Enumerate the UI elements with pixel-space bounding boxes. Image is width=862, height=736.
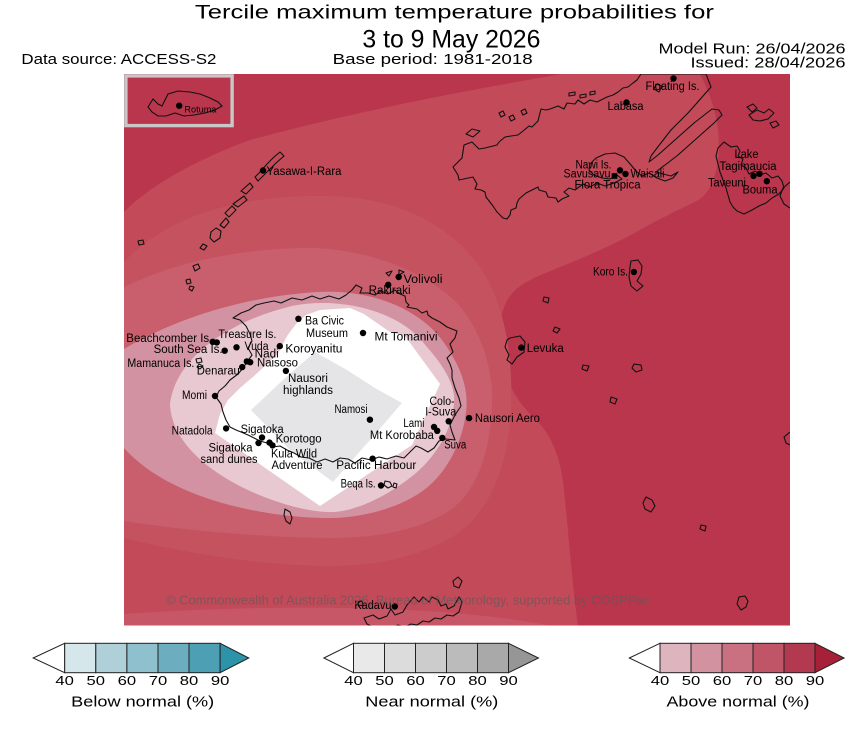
svg-text:Data source: ACCESS-S2: Data source: ACCESS-S2: [21, 51, 216, 68]
svg-text:60: 60: [406, 673, 425, 688]
svg-text:Tercile maximum temperature pr: Tercile maximum temperature probabilitie…: [195, 2, 715, 24]
svg-text:© Commonwealth of Australia 20: © Commonwealth of Australia 2026, Bureau…: [166, 594, 650, 608]
svg-text:60: 60: [713, 673, 732, 688]
svg-text:90: 90: [211, 673, 230, 688]
svg-text:Naisoso: Naisoso: [257, 358, 298, 370]
svg-text:Koroyanitu: Koroyanitu: [285, 343, 342, 355]
svg-text:Taveuni: Taveuni: [708, 178, 746, 190]
svg-text:3 to 9 May 2026: 3 to 9 May 2026: [362, 25, 540, 53]
svg-text:South Sea Is.: South Sea Is.: [154, 344, 223, 356]
svg-text:Rakiraki: Rakiraki: [369, 285, 411, 297]
svg-text:Kadavu: Kadavu: [354, 600, 391, 612]
svg-text:Treasure Is.: Treasure Is.: [218, 329, 276, 341]
svg-text:Beachcomber Is.: Beachcomber Is.: [126, 333, 212, 345]
svg-text:80: 80: [775, 673, 794, 688]
svg-text:Lami: Lami: [403, 418, 424, 430]
svg-text:sand dunes: sand dunes: [201, 454, 258, 466]
svg-text:80: 80: [468, 673, 487, 688]
svg-text:90: 90: [499, 673, 518, 688]
svg-text:Momi: Momi: [182, 390, 207, 402]
svg-text:Nadi: Nadi: [255, 349, 279, 361]
svg-text:Waisali: Waisali: [631, 169, 665, 181]
svg-text:Nawi Is.: Nawi Is.: [576, 160, 612, 172]
svg-text:Base period: 1981-2018: Base period: 1981-2018: [333, 51, 533, 68]
svg-text:Lake: Lake: [735, 149, 759, 161]
svg-text:Near normal (%): Near normal (%): [365, 695, 498, 711]
svg-text:50: 50: [87, 673, 106, 688]
svg-text:Namosi: Namosi: [335, 404, 368, 416]
svg-text:40: 40: [651, 673, 670, 688]
svg-text:Denarau: Denarau: [197, 366, 240, 378]
svg-text:Colo-: Colo-: [430, 396, 455, 408]
svg-text:Kula Wild: Kula Wild: [271, 449, 317, 461]
svg-text:Rotuma: Rotuma: [184, 104, 217, 115]
svg-text:Pacific Harbour: Pacific Harbour: [336, 460, 416, 472]
svg-text:Natadola: Natadola: [172, 426, 214, 438]
svg-text:Levuka: Levuka: [527, 343, 565, 355]
svg-text:Mt Korobaba: Mt Korobaba: [370, 430, 435, 442]
svg-text:Sigatoka: Sigatoka: [209, 443, 254, 455]
svg-text:90: 90: [806, 673, 825, 688]
svg-text:Ba Civic: Ba Civic: [305, 316, 344, 328]
svg-text:70: 70: [744, 673, 763, 688]
svg-text:40: 40: [55, 673, 74, 688]
svg-text:Tagimaucia: Tagimaucia: [720, 161, 778, 173]
svg-text:Bouma: Bouma: [743, 185, 779, 197]
svg-text:Below normal (%): Below normal (%): [71, 695, 214, 711]
svg-text:Museum: Museum: [306, 328, 348, 340]
svg-text:Koro Is.: Koro Is.: [593, 267, 628, 279]
svg-text:highlands: highlands: [283, 385, 333, 397]
svg-text:50: 50: [682, 673, 701, 688]
svg-text:Nausori: Nausori: [288, 373, 328, 385]
svg-text:Labasa: Labasa: [608, 101, 645, 113]
svg-text:Model Run: 26/04/2026: Model Run: 26/04/2026: [659, 41, 846, 58]
svg-text:Volivoli: Volivoli: [404, 274, 443, 286]
svg-text:Floating Is.: Floating Is.: [646, 81, 700, 93]
svg-text:40: 40: [344, 673, 363, 688]
svg-text:Mamanuca Is.: Mamanuca Is.: [127, 358, 194, 370]
svg-text:Korotogo: Korotogo: [276, 434, 322, 446]
svg-text:Above normal (%): Above normal (%): [667, 695, 810, 711]
svg-text:Mt Tomanivi: Mt Tomanivi: [375, 332, 438, 344]
svg-text:60: 60: [118, 673, 137, 688]
svg-text:70: 70: [437, 673, 456, 688]
svg-text:50: 50: [375, 673, 394, 688]
svg-text:Beqa Is.: Beqa Is.: [341, 479, 376, 491]
svg-text:80: 80: [180, 673, 199, 688]
svg-text:Suva: Suva: [444, 440, 467, 452]
svg-text:70: 70: [149, 673, 168, 688]
svg-text:Yasawa-I-Rara: Yasawa-I-Rara: [267, 166, 343, 178]
svg-text:I-Suva: I-Suva: [425, 407, 457, 419]
svg-text:Issued: 28/04/2026: Issued: 28/04/2026: [691, 55, 846, 72]
svg-text:Vuda: Vuda: [245, 341, 270, 353]
svg-text:Adventure: Adventure: [272, 460, 323, 472]
svg-text:Sigatoka: Sigatoka: [241, 424, 285, 436]
svg-text:Flora Tropica: Flora Tropica: [575, 180, 642, 192]
svg-text:Nausori Aero: Nausori Aero: [475, 413, 540, 425]
svg-text:Savusavu: Savusavu: [564, 169, 611, 181]
